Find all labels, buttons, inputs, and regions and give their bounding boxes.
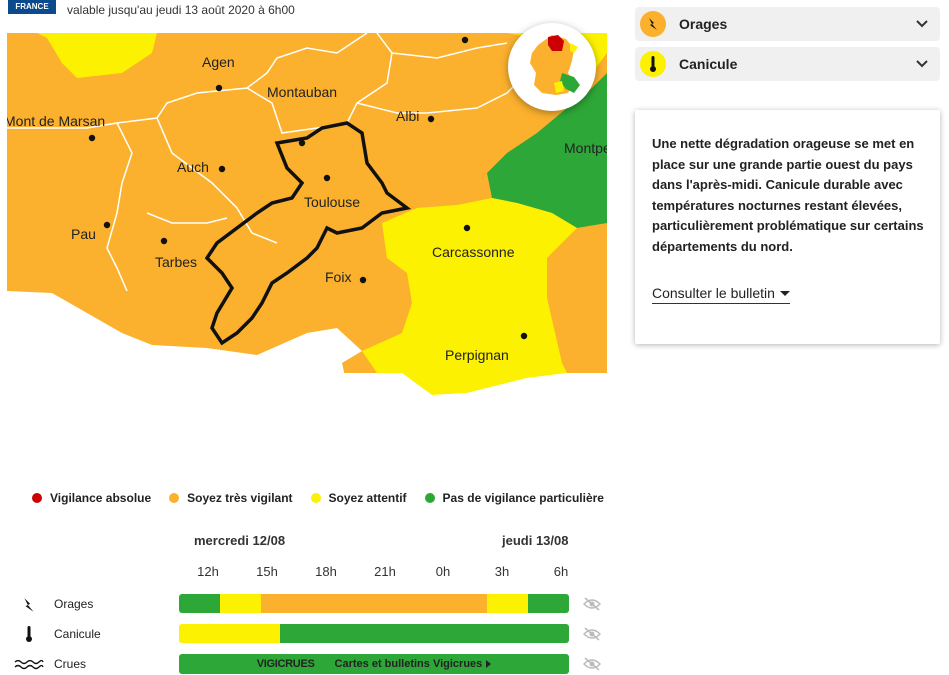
region-green <box>487 73 607 228</box>
vigilance-map[interactable]: Agen Mont de Marsan Montauban Albi Montp… <box>7 33 607 403</box>
vigicrues-logo: VIGICRUES <box>256 658 315 670</box>
city-carcassonne: Carcassonne <box>432 244 515 260</box>
legend-dot <box>424 493 435 503</box>
validity-text: valable jusqu'au jeudi 13 août 2020 à 6h… <box>67 3 295 17</box>
timeline-segment <box>487 594 528 613</box>
legend-item: Vigilance absolue <box>32 491 151 505</box>
city-albi: Albi <box>396 108 419 124</box>
meteo-france-logo: FRANCE <box>8 0 56 14</box>
bulletin-text: Une nette dégradation orageuse se met en… <box>652 136 924 254</box>
row-label-orages: Orages <box>54 597 94 611</box>
city-montpellier: Montpe <box>564 140 607 156</box>
accordion-orages-label: Orages <box>679 16 728 32</box>
timeline-bar-canicule[interactable] <box>179 624 569 643</box>
region-yellow-nw <box>37 33 157 78</box>
accordion-orages[interactable]: Orages <box>635 7 940 41</box>
city-pau: Pau <box>71 226 96 242</box>
region-outside <box>7 291 607 403</box>
timeline-day-2: jeudi 13/08 <box>502 533 569 548</box>
timeline-bar-orages[interactable] <box>179 594 569 613</box>
timeline-hour: 21h <box>374 564 396 579</box>
city-toulouse: Toulouse <box>304 194 360 210</box>
accordion-canicule[interactable]: Canicule <box>635 47 940 81</box>
city-agen: Agen <box>202 54 235 70</box>
legend-dot <box>32 493 42 503</box>
consult-bulletin-label: Consulter le bulletin <box>652 285 775 301</box>
hidden-eye-icon[interactable] <box>583 597 601 611</box>
timeline-segment <box>260 594 488 613</box>
timeline-hour: 0h <box>435 564 451 579</box>
timeline-hour: 18h <box>315 564 337 579</box>
thermometer-icon <box>640 51 666 77</box>
timeline-segment <box>179 594 220 613</box>
timeline-hour: 3h <box>494 564 510 579</box>
city-perpignan: Perpignan <box>445 347 509 363</box>
chevron-down-icon <box>916 20 928 28</box>
highlighted-border <box>204 121 412 346</box>
legend-dot <box>169 493 180 503</box>
hidden-eye-icon[interactable] <box>583 627 601 641</box>
legend-item: Soyez attentif <box>310 491 407 505</box>
france-minimap[interactable] <box>508 23 596 111</box>
timeline-segment <box>219 594 261 613</box>
waves-icon <box>14 654 44 674</box>
legend-item: Pas de vigilance particulière <box>424 491 604 505</box>
city-auch: Auch <box>177 159 209 175</box>
timeline-segment <box>528 594 569 613</box>
region-yellow-south <box>362 198 577 395</box>
timeline-hour: 6h <box>553 564 569 579</box>
chevron-down-icon <box>916 60 928 68</box>
row-label-canicule: Canicule <box>54 627 101 641</box>
vigicrues-link[interactable]: VIGICRUES Cartes et bulletins Vigicrues <box>179 654 569 674</box>
city-mont-de-marsan: Mont de Marsan <box>7 113 105 129</box>
vigicrues-link-label: Cartes et bulletins Vigicrues <box>334 658 483 670</box>
timeline-day-1: mercredi 12/08 <box>194 533 286 548</box>
city-tarbes: Tarbes <box>155 254 197 270</box>
city-markers: Agen Mont de Marsan Montauban Albi Montp… <box>7 36 607 363</box>
hidden-eye-icon[interactable] <box>583 657 601 671</box>
city-foix: Foix <box>325 269 351 285</box>
caret-down-icon <box>779 290 790 296</box>
row-label-crues: Crues <box>54 657 87 671</box>
minimap-svg <box>530 35 580 95</box>
timeline-segment <box>179 624 281 643</box>
city-montauban: Montauban <box>267 84 337 100</box>
legend: Vigilance absolue Soyez très vigilant So… <box>32 491 622 505</box>
timeline-hour: 12h <box>197 564 219 579</box>
timeline-hour: 15h <box>256 564 278 579</box>
accordion-canicule-label: Canicule <box>679 56 738 72</box>
legend-dot <box>310 493 321 503</box>
map-svg: Agen Mont de Marsan Montauban Albi Montp… <box>7 33 607 403</box>
lightning-icon <box>14 595 44 615</box>
lightning-icon <box>640 11 666 37</box>
bulletin-card: Une nette dégradation orageuse se met en… <box>635 110 940 344</box>
timeline-segment <box>280 624 569 643</box>
thermometer-icon <box>14 624 44 644</box>
play-arrow-icon <box>486 660 492 668</box>
consult-bulletin-link[interactable]: Consulter le bulletin <box>652 285 790 304</box>
legend-item: Soyez très vigilant <box>169 491 293 505</box>
